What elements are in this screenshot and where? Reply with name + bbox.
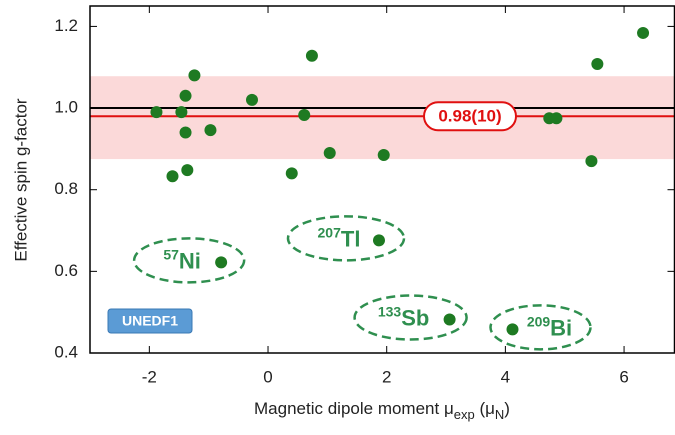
x-label-sub: exp: [454, 407, 475, 422]
mass-number: 133: [378, 303, 402, 319]
nucleus-label: 209Bi: [527, 313, 572, 340]
fit-label-box: [423, 101, 517, 132]
element-symbol: Bi: [550, 315, 572, 340]
element-symbol: Ni: [179, 248, 201, 273]
data-point: [181, 164, 194, 177]
mass-number: 207: [318, 224, 342, 240]
x-label-mid: (μ: [475, 399, 495, 418]
badge: UNEDF1: [122, 313, 178, 329]
data-point: [550, 112, 563, 125]
data-point: [188, 69, 201, 82]
data-point: [179, 89, 192, 102]
data-point: [215, 256, 228, 269]
nucleus-ellipse: [286, 215, 406, 262]
data-point: [166, 170, 179, 183]
x-label-end: ): [504, 399, 510, 418]
x-label-sub: N: [495, 407, 504, 422]
y-tick-label: 0.8: [54, 179, 78, 198]
plot-frame: [89, 5, 675, 354]
fit-band: [90, 76, 675, 160]
data-point: [285, 167, 298, 180]
fit-label: 0.98(10): [438, 107, 501, 126]
data-point: [150, 106, 163, 119]
x-tick-label: 0: [263, 367, 272, 386]
data-point: [323, 146, 336, 159]
nucleus-ellipse: [353, 294, 468, 341]
data-point: [637, 26, 650, 39]
data-point: [377, 149, 390, 162]
y-tick-label: 1.2: [54, 16, 78, 35]
data-point: [175, 106, 188, 119]
data-point: [591, 57, 604, 70]
y-tick-label: 0.6: [54, 261, 78, 280]
data-point: [204, 124, 217, 137]
nucleus-ellipse: [132, 237, 246, 284]
x-axis-label: Magnetic dipole moment μexp (μN): [254, 399, 510, 422]
data-point: [585, 155, 598, 168]
mass-number: 209: [527, 313, 551, 329]
badge-box: [107, 308, 193, 334]
x-tick-label: -2: [142, 367, 157, 386]
x-tick-label: 2: [382, 367, 391, 386]
nucleus-ellipse: [489, 304, 592, 351]
mass-number: 57: [163, 246, 179, 262]
x-label-main: Magnetic dipole moment μ: [254, 399, 454, 418]
data-point: [179, 126, 192, 139]
data-point: [298, 108, 311, 121]
x-tick-label: 6: [619, 367, 628, 386]
nucleus-label: 133Sb: [378, 303, 429, 330]
element-symbol: Tl: [341, 226, 361, 251]
y-tick-label: 0.4: [54, 342, 78, 361]
y-tick-label: 1.0: [54, 98, 78, 117]
element-symbol: Sb: [401, 305, 429, 330]
data-point: [372, 234, 385, 247]
data-point: [245, 93, 258, 106]
x-tick-label: 4: [501, 367, 510, 386]
nucleus-label: 207Tl: [318, 224, 361, 251]
nucleus-label: 57Ni: [163, 246, 201, 273]
y-axis-label: Effective spin g-factor: [11, 98, 30, 261]
data-point: [443, 313, 456, 326]
data-point: [305, 49, 318, 62]
data-point: [506, 323, 519, 336]
